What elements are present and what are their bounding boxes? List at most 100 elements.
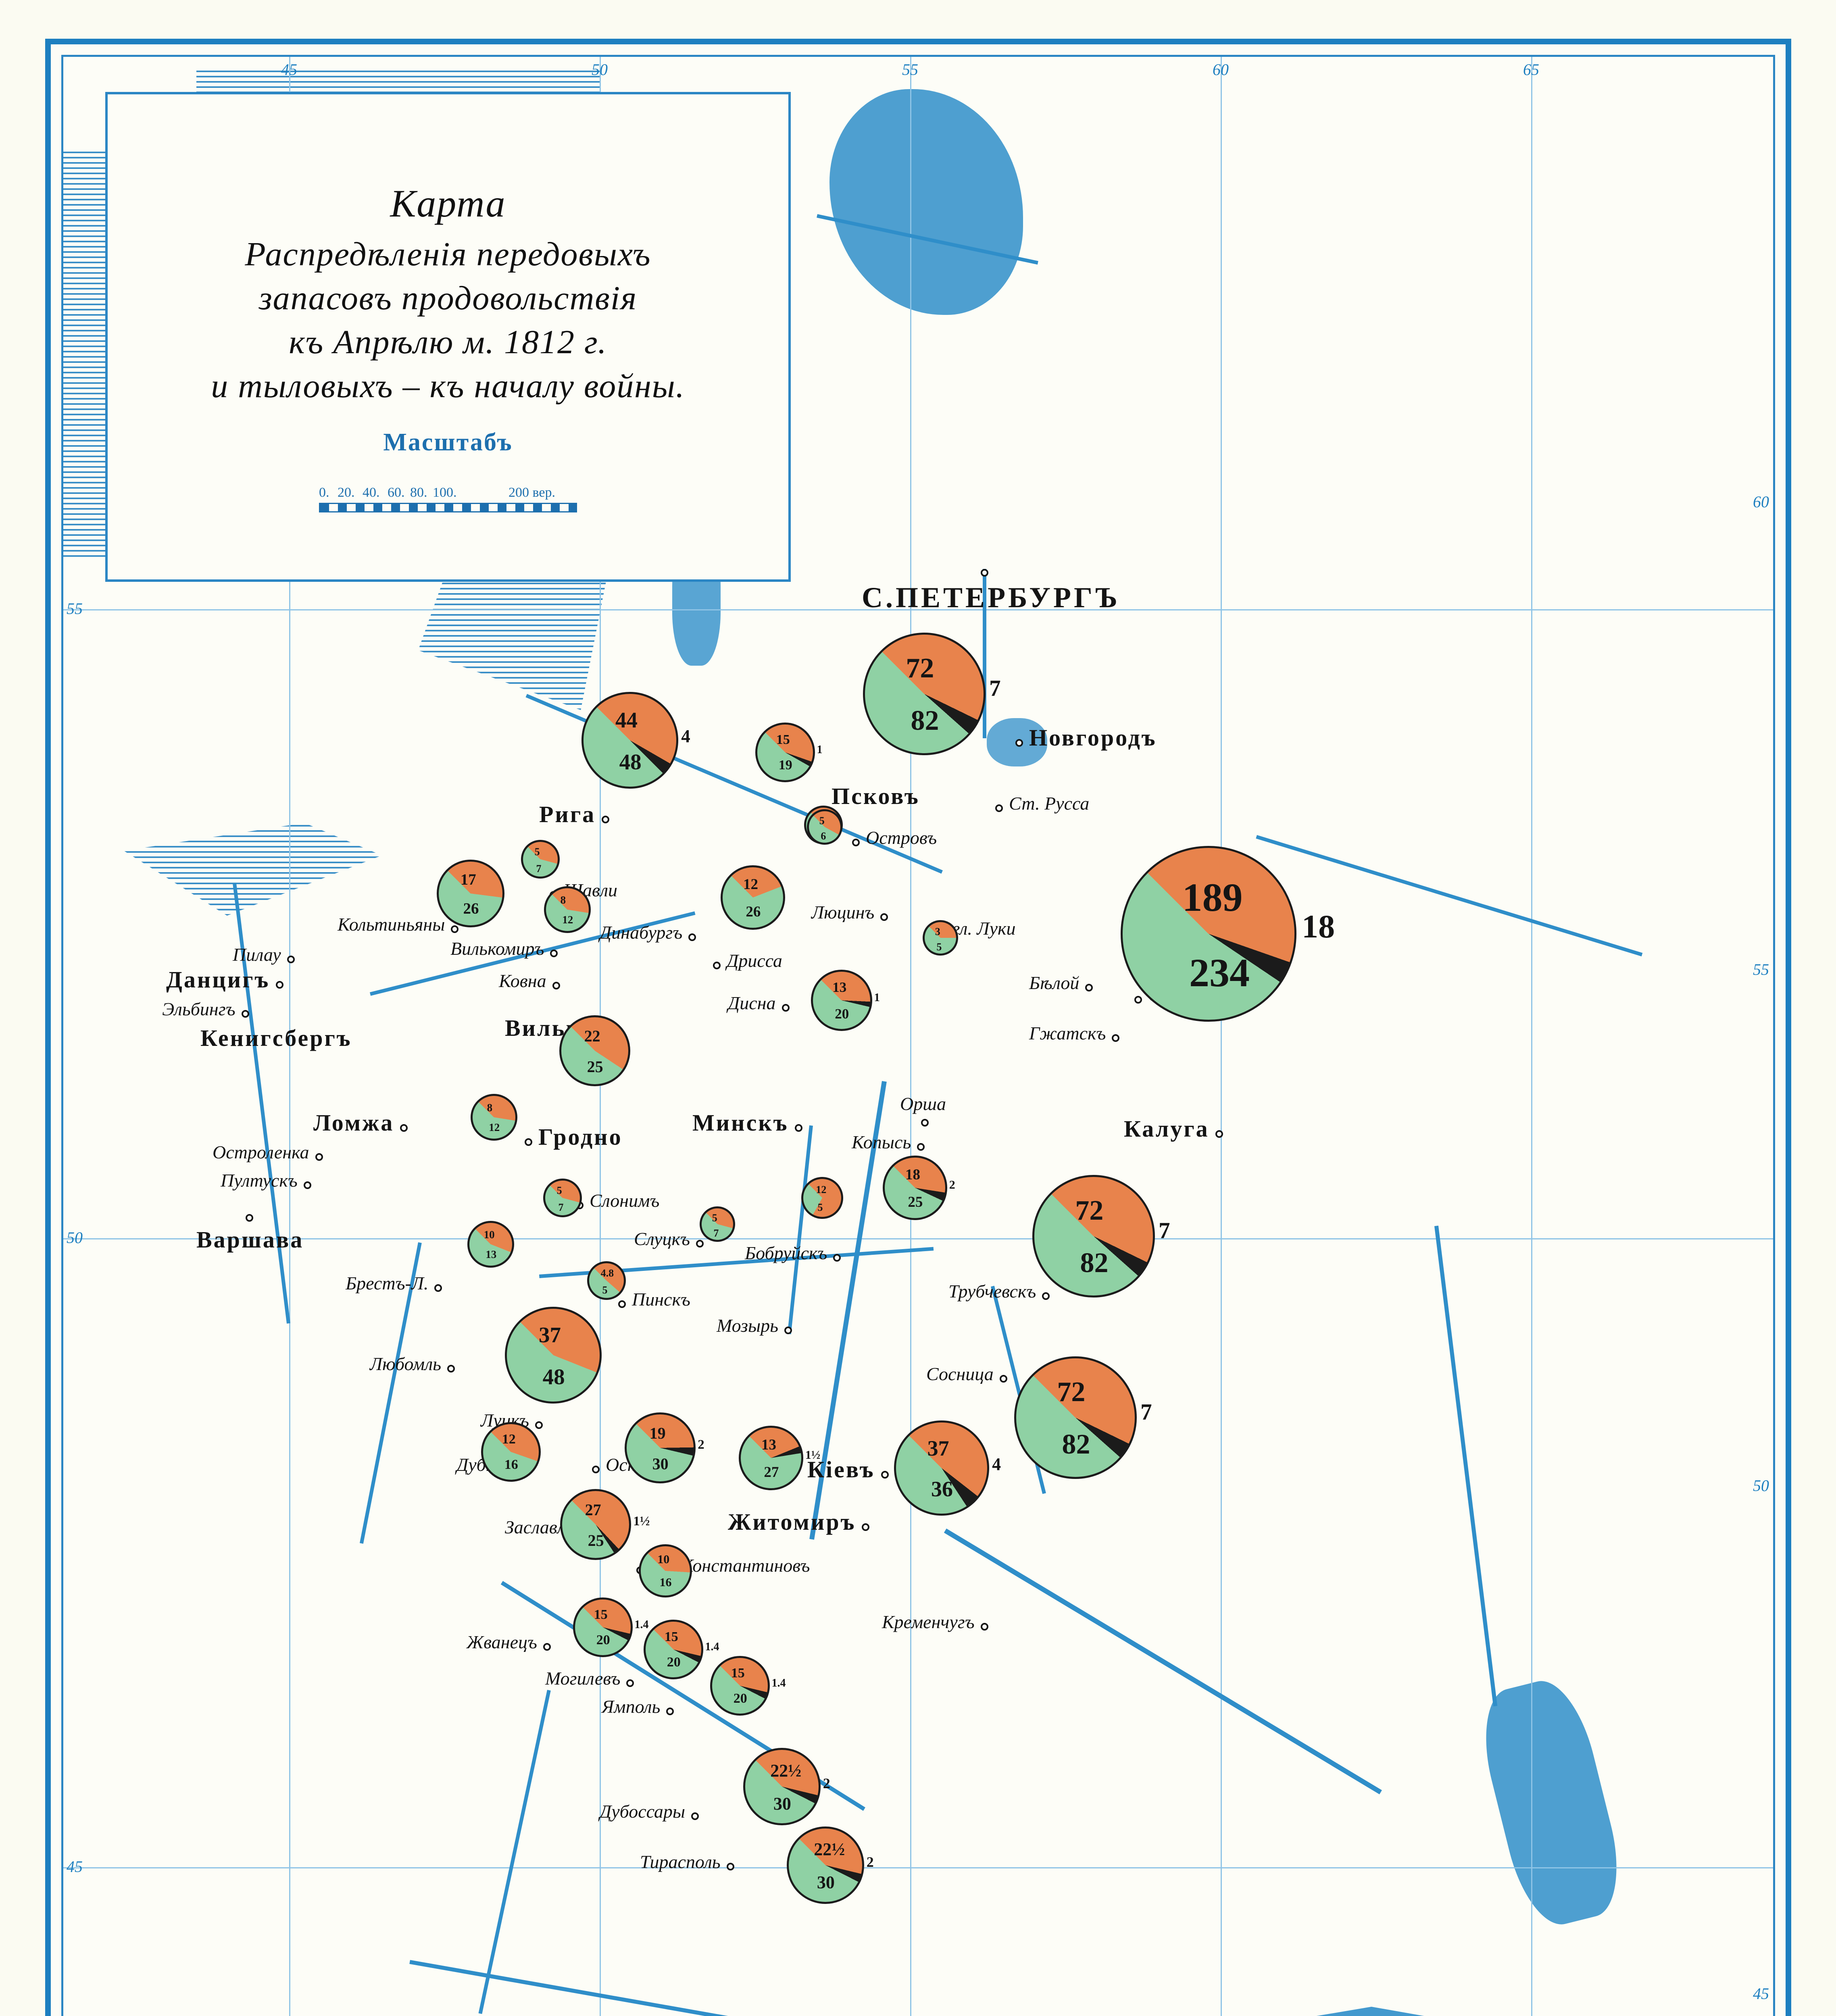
depot-pie (801, 1177, 843, 1219)
place-name: Гродно (538, 1124, 623, 1150)
lake-ladoga (829, 89, 1023, 315)
river-don (1434, 1225, 1498, 1707)
settlement-dot-icon (592, 1466, 600, 1474)
river-danube (409, 1960, 736, 2016)
pie-value-flour: 37 (539, 1322, 561, 1347)
place-name: Ковна (499, 971, 546, 991)
place-label: Дрисса (713, 950, 782, 971)
grat-right-label: 50 (1753, 1477, 1769, 1495)
meridian-line (910, 57, 911, 2016)
depot-pie (710, 1656, 770, 1716)
pie-value-flour: 17 (460, 871, 476, 888)
place-name: Дисна (728, 993, 776, 1013)
place-name: Пултускъ (221, 1170, 298, 1191)
pie-value-oats: 30 (817, 1872, 835, 1893)
place-label: Вилькомиръ (450, 938, 558, 959)
settlement-dot-icon (980, 1623, 988, 1631)
settlement-dot-icon (543, 1643, 551, 1651)
depot-pie (587, 1261, 626, 1300)
vistula-lagoon-hatch (124, 823, 382, 916)
pie-value-groats: 7 (989, 676, 1001, 702)
settlement-dot-icon (781, 1004, 790, 1012)
pie-value-oats: 30 (773, 1794, 791, 1814)
pie-value-groats: 7 (1140, 1400, 1152, 1425)
place-name: Пилау (233, 944, 281, 965)
place-label: Люцинъ (811, 902, 888, 923)
pie-value-flour: 13 (761, 1436, 776, 1453)
place-label: Ямполь (602, 1696, 674, 1717)
place-label: Слуцкъ (634, 1228, 704, 1250)
pie-value-groats: 1½ (805, 1448, 821, 1462)
map-title-line-1: Карта (390, 182, 506, 225)
pie-value-flour: 22 (584, 1027, 600, 1045)
place-name: Новгородъ (1029, 725, 1157, 751)
title-cartouche: Карта Распредѣленія передовыхъ запасовъ … (105, 92, 791, 582)
pie-value-oats: 7 (558, 1201, 564, 1213)
settlement-dot-icon (666, 1708, 674, 1716)
settlement-dot-icon (881, 1470, 889, 1479)
place-name: Дубоссары (600, 1801, 686, 1822)
settlement-dot-icon (400, 1124, 408, 1132)
place-label: Кенигсбергъ (200, 1025, 352, 1052)
place-name: Брестъ-Л. (346, 1273, 429, 1293)
place-label: Жванецъ (467, 1631, 551, 1653)
place-name: Эльбингъ (162, 999, 235, 1019)
place-label: Дубоссары (600, 1801, 699, 1822)
map-title-line-2: Распредѣленія передовыхъ (245, 235, 651, 273)
pie-value-oats: 5 (602, 1284, 608, 1296)
depot-pie (581, 692, 678, 789)
settlement-dot-icon (1215, 1130, 1223, 1138)
pie-value-oats: 48 (542, 1364, 565, 1389)
place-label: Дисна (728, 992, 790, 1014)
place-label: Тирасполь (640, 1851, 734, 1872)
pie-value-flour: 4.8 (600, 1267, 614, 1279)
scale-tick: 20. (338, 485, 355, 500)
place-name: Мозырь (717, 1315, 779, 1336)
place-name: Кіевъ (807, 1456, 875, 1483)
pie-value-flour: 15 (776, 732, 790, 747)
settlement-dot-icon (451, 925, 459, 933)
place-name: Пинскъ (632, 1289, 690, 1310)
depot-pie (639, 1544, 692, 1597)
place-label: Остроленка (213, 1141, 323, 1163)
place-name: Бѣлой (1029, 973, 1080, 993)
pie-value-groats: 1 (817, 743, 823, 756)
pie-value-flour: 72 (1057, 1376, 1086, 1408)
depot-pie (755, 723, 815, 782)
pie-value-groats: 1½ (633, 1514, 650, 1529)
place-label: Брестъ-Л. (346, 1272, 442, 1294)
scale-tick-labels: 0. 20. 40. 60. 80. 100. 200 вер. (319, 485, 577, 501)
place-name: Дрисса (727, 950, 782, 971)
grat-top-label: 65 (1523, 60, 1539, 79)
place-label: Калуга (1124, 1115, 1223, 1142)
settlement-dot-icon (794, 1124, 802, 1132)
depot-pie (721, 865, 785, 930)
settlement-dot-icon (1134, 996, 1142, 1004)
pie-value-groats: 4 (681, 726, 690, 746)
place-label: Минскъ (692, 1109, 802, 1136)
scale-bar (319, 503, 577, 512)
place-name: Жванецъ (467, 1632, 537, 1652)
place-label: Псковъ (832, 783, 920, 810)
settlement-dot-icon (626, 1679, 634, 1687)
pie-value-oats: 6 (821, 830, 826, 842)
pie-value-oats: 20 (596, 1633, 610, 1648)
pie-value-oats: 82 (1080, 1248, 1109, 1279)
place-label: Данцигъ (166, 966, 284, 993)
depot-pie (644, 1620, 703, 1679)
grat-left-label: 45 (67, 1858, 83, 1876)
black-sea (588, 2007, 1676, 2016)
pie-value-flour: 18 (905, 1166, 920, 1183)
place-name: Вилькомиръ (450, 938, 544, 959)
pie-value-groats: 4 (992, 1454, 1001, 1474)
settlement-dot-icon (1085, 984, 1093, 992)
settlement-dot-icon (726, 1863, 734, 1871)
pie-value-flour: 12 (816, 1183, 827, 1195)
place-label: Мозырь (717, 1315, 792, 1336)
depot-pie (863, 633, 986, 755)
depot-pie (467, 1221, 514, 1268)
pie-value-oats: 30 (652, 1454, 669, 1473)
settlement-dot-icon (921, 1119, 929, 1127)
settlement-dot-icon (434, 1284, 442, 1292)
place-name: Могилевъ (545, 1668, 621, 1689)
